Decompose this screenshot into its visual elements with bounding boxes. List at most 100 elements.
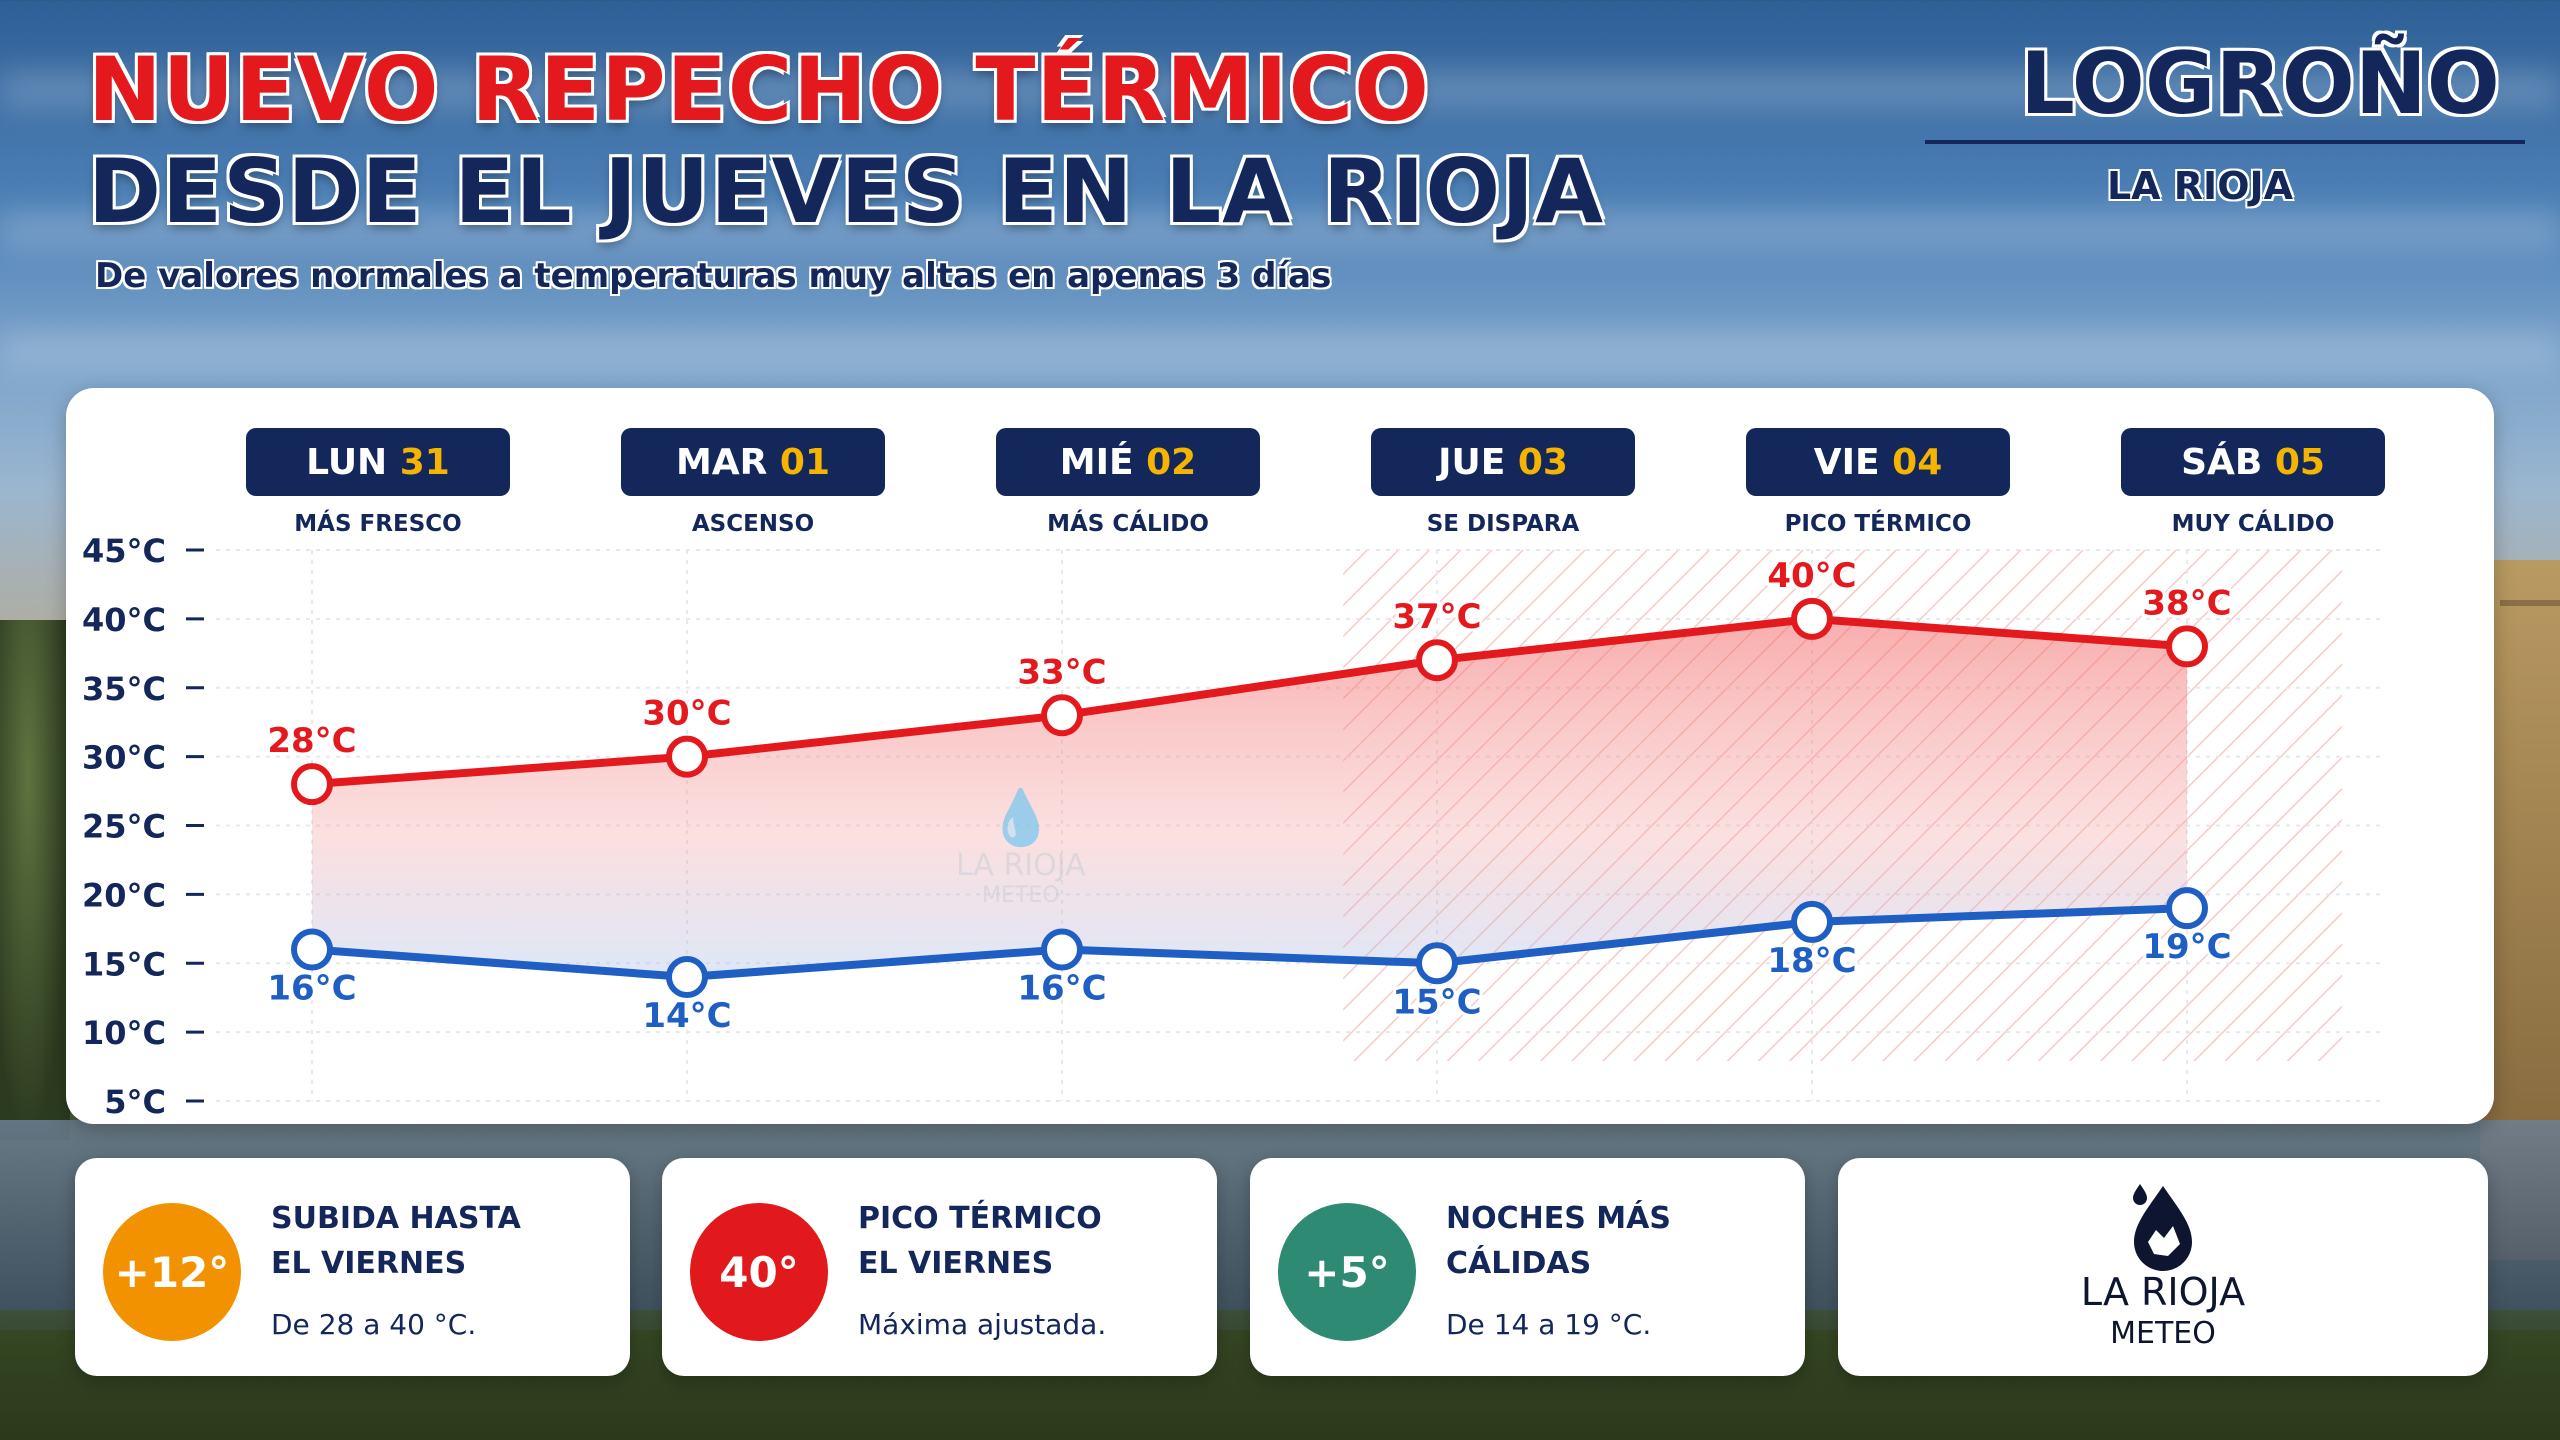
day-box xyxy=(1746,428,2010,496)
day-number: 05 xyxy=(2275,442,2325,483)
chart-panel: 45°C 40°C 35°C 30°C 25°C 20°C 15°C 10°C 5°C LUN … xyxy=(66,388,2494,1124)
min-temp-point xyxy=(2166,887,2208,930)
subtitle: De valores normales a temperaturas muy a… xyxy=(95,256,1332,296)
max-temp-label: 30°C xyxy=(642,694,731,734)
day-label: VIE 04 xyxy=(1814,442,1943,483)
day-label: JUE 03 xyxy=(1435,442,1568,483)
peak-badge: 40° xyxy=(690,1203,828,1341)
day-name: MAR xyxy=(676,442,780,483)
day-name: MIÉ xyxy=(1060,441,1146,483)
day-box xyxy=(1371,428,1635,496)
nights-title: NOCHES MÁS CÁLIDAS xyxy=(1446,1196,1671,1286)
y-tick-label: 10°C xyxy=(82,1014,166,1052)
sky-streak xyxy=(0,70,2560,110)
y-tick-label: 40°C xyxy=(82,601,166,639)
min-temp-point xyxy=(1791,900,1833,943)
logo-card: LA RIOJA METEO xyxy=(1838,1158,2488,1376)
day-label: MIÉ 02 xyxy=(1060,441,1196,483)
max-temp-label: 28°C xyxy=(267,721,356,761)
max-temp-point xyxy=(2166,625,2208,668)
info-card-nights: +5° NOCHES MÁS CÁLIDAS De 14 a 19 °C. xyxy=(1250,1158,1805,1376)
day-note: MÁS FRESCO xyxy=(294,509,461,537)
y-tick-label: 20°C xyxy=(82,876,166,914)
rise-badge: +12° xyxy=(103,1203,241,1341)
max-temp-label: 38°C xyxy=(2142,583,2231,623)
info-card-peak: 40° PICO TÉRMICO EL VIERNES Máxima ajust… xyxy=(662,1158,1217,1376)
day-number: 01 xyxy=(780,442,830,483)
max-temp-label: 40°C xyxy=(1767,556,1856,596)
max-temp-point xyxy=(1416,639,1458,682)
y-tick-label: 5°C xyxy=(104,1083,166,1121)
min-temp-label: 14°C xyxy=(642,996,731,1036)
min-temp-point xyxy=(1041,928,1083,971)
y-tick-label: 45°C xyxy=(82,532,166,570)
background-trees xyxy=(0,620,70,1140)
min-temp-label: 19°C xyxy=(2142,927,2231,967)
day-name: VIE xyxy=(1814,442,1892,483)
max-temp-label: 33°C xyxy=(1017,652,1106,692)
day-note: PICO TÉRMICO xyxy=(1785,509,1972,537)
rise-title-line2: EL VIERNES xyxy=(271,1246,467,1281)
y-tick-label: 35°C xyxy=(82,670,166,708)
max-temp-line xyxy=(311,614,2188,789)
day-note: ASCENSO xyxy=(692,511,814,537)
background-bridge-rail xyxy=(2500,600,2560,636)
peak-desc: Máxima ajustada. xyxy=(858,1308,1107,1341)
city-divider xyxy=(1925,140,2525,144)
peak-title-line2: EL VIERNES xyxy=(858,1246,1054,1281)
day-note: MUY CÁLIDO xyxy=(2172,509,2335,537)
peak-title-line1: PICO TÉRMICO xyxy=(858,1201,1102,1236)
nights-title-line1: NOCHES MÁS xyxy=(1446,1201,1671,1236)
title-line-1: NUEVO REPECHO TÉRMICO xyxy=(88,38,1430,141)
y-tick-label: 15°C xyxy=(82,945,166,983)
day-label: SÁB 05 xyxy=(2181,441,2325,483)
day-name: SÁB xyxy=(2181,441,2275,483)
sky-streak xyxy=(0,330,2560,370)
min-temp-point xyxy=(1416,942,1458,985)
min-temp-label: 16°C xyxy=(1017,968,1106,1008)
max-temp-label: 37°C xyxy=(1392,597,1481,637)
rise-title: SUBIDA HASTA EL VIERNES xyxy=(271,1196,521,1286)
day-box xyxy=(2121,428,2385,496)
info-card-rise: +12° SUBIDA HASTA EL VIERNES De 28 a 40 … xyxy=(75,1158,630,1376)
water-drop-icon xyxy=(2133,1184,2192,1271)
sky-streak xyxy=(0,210,2560,250)
rise-desc: De 28 a 40 °C. xyxy=(271,1308,477,1341)
day-number: 04 xyxy=(1892,442,1942,483)
peak-title: PICO TÉRMICO EL VIERNES xyxy=(858,1196,1102,1286)
day-box xyxy=(621,428,885,496)
max-temp-point xyxy=(291,763,333,806)
day-number: 03 xyxy=(1518,442,1568,483)
rise-title-line1: SUBIDA HASTA xyxy=(271,1201,521,1236)
max-temp-point xyxy=(1791,597,1833,640)
logo-line2: METEO xyxy=(2110,1316,2216,1351)
nights-badge: +5° xyxy=(1278,1203,1416,1341)
max-temp-point xyxy=(666,735,708,778)
day-box xyxy=(996,428,1260,496)
logo-line1: LA RIOJA xyxy=(2080,1270,2246,1314)
title-line-2: DESDE EL JUEVES EN LA RIOJA xyxy=(88,140,1605,243)
day-note: SE DISPARA xyxy=(1427,511,1580,537)
watermark-line1: LA RIOJA xyxy=(956,848,1086,883)
day-number: 02 xyxy=(1146,442,1196,483)
nights-title-line2: CÁLIDAS xyxy=(1446,1246,1592,1281)
min-temp-line xyxy=(311,904,2188,982)
min-temp-label: 15°C xyxy=(1392,982,1481,1022)
day-name: JUE xyxy=(1435,442,1518,483)
nights-desc: De 14 a 19 °C. xyxy=(1446,1308,1652,1341)
chart-watermark: 💧 LA RIOJA METEO xyxy=(956,788,1086,909)
day-name: LUN xyxy=(306,442,400,483)
min-temp-label: 16°C xyxy=(267,968,356,1008)
day-label: MAR 01 xyxy=(676,442,830,483)
watermark-line2: METEO xyxy=(982,883,1060,908)
max-temp-point xyxy=(1041,694,1083,737)
day-box xyxy=(246,428,510,496)
region-name: LA RIOJA xyxy=(2106,164,2294,208)
y-tick-label: 25°C xyxy=(82,808,166,846)
min-temp-point xyxy=(666,956,708,999)
min-temp-label: 18°C xyxy=(1767,941,1856,981)
temperature-chart: 45°C 40°C 35°C 30°C 25°C 20°C 15°C 10°C 5°C LUN … xyxy=(82,428,2386,1121)
y-tick-label: 30°C xyxy=(82,739,166,777)
day-label: LUN 31 xyxy=(306,442,450,483)
min-temp-point xyxy=(291,928,333,971)
